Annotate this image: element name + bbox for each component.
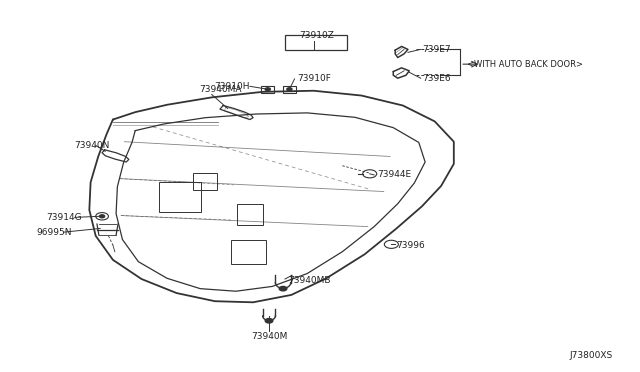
Text: 73996: 73996: [396, 241, 425, 250]
Circle shape: [265, 88, 270, 91]
Text: 739E7: 739E7: [422, 45, 451, 54]
Bar: [159, 182, 201, 212]
Bar: [285, 35, 348, 50]
Bar: [283, 86, 296, 93]
Text: 73914G: 73914G: [46, 213, 82, 222]
Text: J73800XS: J73800XS: [570, 351, 613, 360]
Circle shape: [287, 88, 292, 91]
Text: <WITH AUTO BACK DOOR>: <WITH AUTO BACK DOOR>: [467, 60, 582, 69]
Bar: [193, 173, 217, 190]
Circle shape: [279, 286, 287, 291]
Text: 96995N: 96995N: [36, 228, 72, 237]
Text: 73944E: 73944E: [378, 170, 412, 179]
Text: 73940MB: 73940MB: [288, 276, 331, 285]
Text: 73910H: 73910H: [214, 82, 250, 91]
Text: 73910F: 73910F: [298, 74, 332, 83]
Text: 73940N: 73940N: [75, 141, 110, 150]
Text: 739E6: 739E6: [422, 74, 451, 83]
Circle shape: [100, 215, 104, 218]
Bar: [231, 240, 266, 263]
Circle shape: [265, 318, 273, 323]
Bar: [237, 205, 262, 225]
Text: 73910Z: 73910Z: [300, 31, 334, 40]
Text: 73940MA: 73940MA: [199, 85, 241, 94]
Text: 73940M: 73940M: [251, 332, 287, 341]
Bar: [261, 86, 274, 93]
